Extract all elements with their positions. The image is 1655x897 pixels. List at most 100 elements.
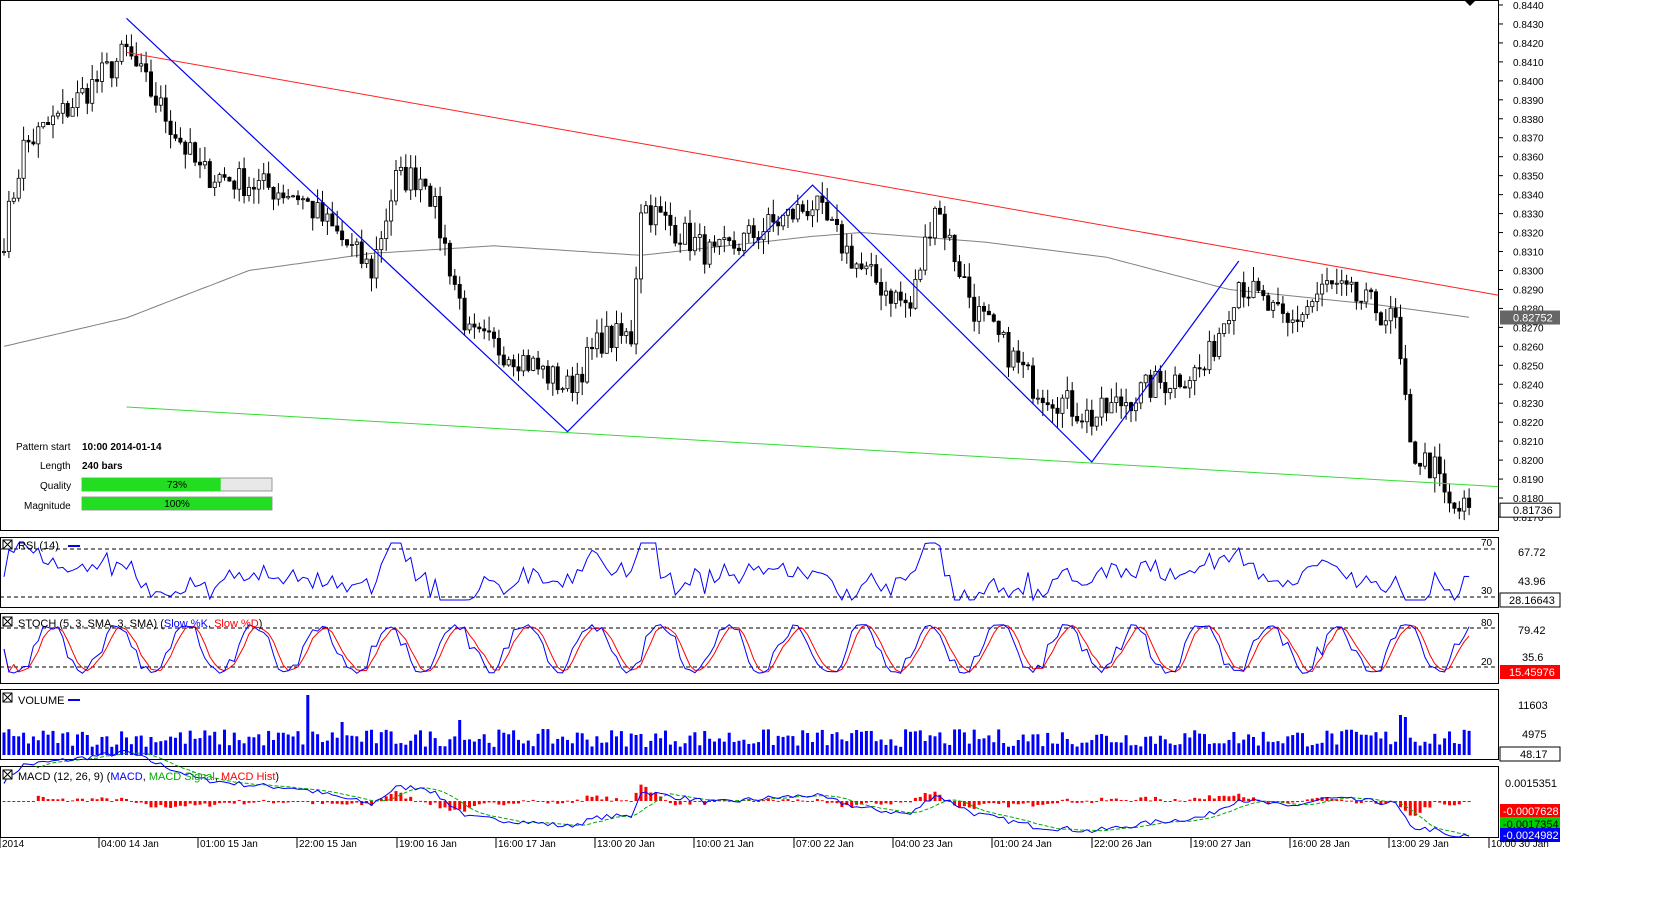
candle-body	[639, 212, 644, 280]
macd-hist-bar	[1016, 801, 1020, 805]
support-line	[126, 406, 1499, 488]
candle-body	[41, 122, 46, 128]
quality-label: Quality	[40, 481, 71, 492]
candle-body	[1246, 296, 1251, 299]
volume-bar	[1433, 733, 1437, 755]
volume-bar	[374, 743, 378, 755]
macd-hist-bar	[281, 801, 285, 803]
candle-body	[643, 205, 648, 214]
volume-bar	[365, 730, 369, 755]
macd-hist-bar	[1124, 799, 1128, 801]
volume-bar	[644, 746, 648, 755]
candle-body	[1060, 397, 1065, 414]
volume-bar	[1403, 717, 1407, 755]
volume-bar	[1452, 743, 1456, 755]
volume-bar	[1011, 745, 1015, 755]
volume-bar	[286, 734, 290, 755]
macd-hist-bar	[580, 800, 584, 802]
price-tick-label: 0.8440	[1513, 1, 1544, 12]
volume-bar	[732, 742, 736, 755]
macd-hist-bar	[1325, 797, 1329, 801]
candle-body	[712, 241, 717, 247]
candle-body	[1197, 367, 1202, 370]
macd-hist-bar	[727, 800, 731, 802]
volume-bar	[321, 742, 324, 755]
candle-body	[1349, 281, 1354, 285]
volume-bar	[708, 738, 712, 755]
volume-bar	[306, 695, 310, 755]
macd-hist-bar	[409, 796, 413, 801]
volume-bar	[566, 739, 569, 755]
candle-body	[1089, 409, 1094, 427]
price-tick-label: 0.8320	[1513, 229, 1544, 240]
candle-body	[1452, 502, 1457, 509]
candle-body	[1408, 394, 1413, 443]
volume-bar	[159, 741, 163, 755]
time-label: 07:00 22 Jan	[796, 839, 854, 850]
volume-bar	[1095, 734, 1099, 755]
candle-body	[242, 168, 247, 197]
candle-body	[438, 196, 443, 239]
candle-body	[673, 225, 678, 244]
volume-close-icon[interactable]	[2, 692, 13, 703]
macd-hist-bar	[1193, 797, 1197, 801]
scroll-marker-icon[interactable]	[1464, 0, 1476, 6]
macd-hist-bar	[1438, 801, 1442, 803]
macd-close-icon[interactable]	[2, 769, 13, 780]
volume-bar	[781, 736, 785, 755]
candle-body	[1031, 365, 1036, 399]
volume-bar	[120, 731, 124, 755]
volume-bars	[2, 695, 1471, 755]
candle-body	[869, 264, 874, 267]
volume-bar	[394, 743, 398, 755]
volume-bar	[820, 729, 824, 755]
macd-hist-bar	[159, 801, 163, 805]
macd-hist-bar	[889, 801, 893, 805]
volume-bar	[1335, 744, 1339, 755]
volume-bar	[992, 742, 996, 755]
rsi-close-icon[interactable]	[2, 539, 13, 550]
macd-hist-bar	[830, 801, 834, 803]
macd-hist-bar	[257, 800, 261, 802]
stoch-close-icon[interactable]	[2, 616, 13, 627]
stoch-current-box	[1500, 665, 1560, 679]
candle-body	[95, 79, 100, 82]
volume-bar	[1056, 743, 1059, 755]
stoch-level-80-label: 80	[1481, 618, 1493, 629]
macd-hist-bar	[1036, 801, 1040, 805]
candle-body	[1114, 396, 1119, 404]
volume-bar	[276, 732, 280, 755]
volume-bar	[899, 746, 903, 755]
macd-hist-bar	[379, 798, 383, 801]
candle-body	[447, 242, 452, 277]
volume-bar	[1359, 734, 1363, 755]
macd-hist-bar	[76, 798, 79, 801]
volume-bar	[1021, 734, 1025, 755]
volume-bar	[1305, 746, 1309, 755]
macd-hist-bar	[757, 801, 761, 802]
volume-bar	[1222, 743, 1226, 755]
volume-bar	[1031, 734, 1035, 755]
volume-bar	[913, 731, 917, 755]
volume-bar	[419, 730, 422, 755]
macd-hist-bar	[1085, 800, 1089, 802]
candle-body	[879, 282, 884, 296]
candle-body	[487, 330, 492, 333]
volume-bar	[1193, 730, 1197, 755]
pattern-info: Pattern start 10:00 2014-01-14 Length 24…	[16, 442, 273, 512]
macd-hist-bar	[1354, 801, 1358, 804]
candle-body	[70, 107, 75, 117]
macd-hist-bar	[12, 801, 16, 802]
volume-bar	[1075, 746, 1079, 755]
volume-bar	[977, 739, 981, 755]
candle-body	[188, 142, 193, 155]
macd-hist-bar	[874, 801, 878, 804]
volume-bar	[267, 730, 271, 755]
volume-bar	[1119, 742, 1123, 755]
candle-body	[1158, 370, 1163, 383]
volume-bar	[664, 730, 667, 755]
volume-bar	[247, 736, 251, 755]
time-label: 10:00 30 Jan	[1491, 839, 1549, 850]
candle-body	[1084, 409, 1089, 423]
macd-hist-bar	[801, 800, 805, 802]
